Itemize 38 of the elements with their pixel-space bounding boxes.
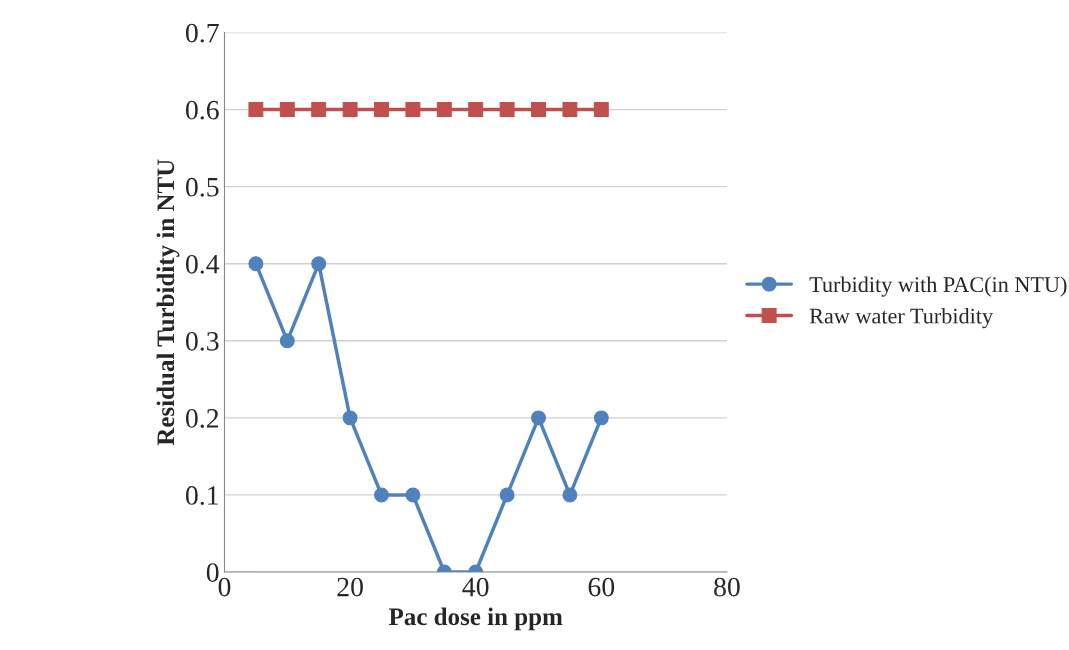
point (531, 102, 546, 118)
point (562, 102, 578, 118)
y-tick-label: 0.1 (185, 486, 218, 505)
legend-label: Raw water Turbidity (809, 307, 994, 329)
point (279, 333, 295, 349)
x-axis-title: Pac dose in ppm (388, 607, 563, 631)
point (248, 102, 264, 118)
y-tick-label: 0.7 (185, 23, 219, 43)
y-tick-label: 0.4 (185, 254, 220, 274)
y-tick-label: 0 (206, 563, 219, 582)
x-tick-label: 80 (714, 577, 740, 597)
y-tick-label: 0.2 (185, 409, 219, 428)
point (593, 102, 609, 118)
point (405, 102, 421, 118)
point (374, 487, 389, 503)
point (311, 256, 327, 272)
x-tick-label: 20 (337, 577, 363, 597)
point (436, 102, 452, 118)
point (311, 102, 327, 118)
point (499, 487, 515, 503)
x-tick-label: 40 (462, 577, 489, 597)
point (374, 102, 389, 118)
x-tick-label: 60 (588, 577, 615, 597)
point (279, 102, 295, 118)
point (248, 256, 264, 272)
y-tick-label: 0.6 (185, 100, 219, 120)
y-tick-label: 0.5 (185, 177, 219, 197)
point (468, 102, 484, 118)
point (342, 410, 358, 426)
point (562, 487, 578, 503)
point (593, 410, 609, 426)
point (499, 102, 515, 118)
point (405, 487, 421, 503)
y-axis-title: Residual Turbidity in NTU (156, 159, 180, 446)
legend-label: Turbidity with PAC(in NTU) (809, 276, 1067, 297)
point (342, 102, 358, 118)
point (531, 410, 546, 426)
y-tick-label: 0.3 (185, 331, 219, 351)
